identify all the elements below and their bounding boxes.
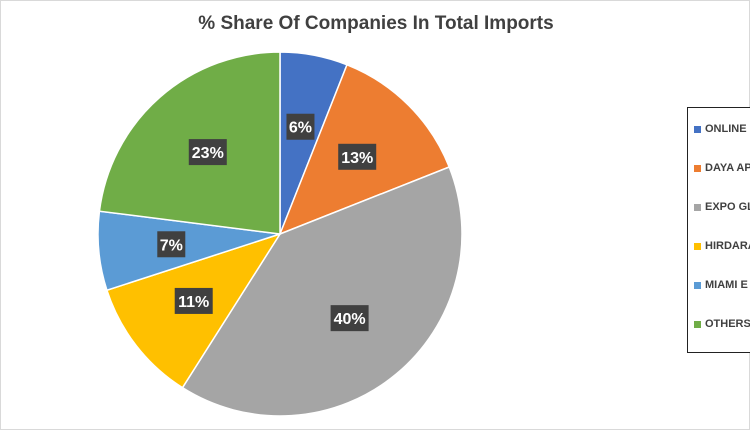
data-label-daya-ap: 13%: [338, 143, 377, 170]
pie-slice-expo-gl: [181, 166, 463, 417]
legend-item-others: OTHERS: [694, 317, 750, 331]
data-label-box: [286, 113, 315, 140]
legend-swatch: [694, 281, 701, 289]
legend-label: DAYA AP: [705, 162, 750, 174]
data-label-online: 6%: [286, 113, 315, 140]
legend-swatch: [694, 320, 701, 328]
legend-swatch: [694, 203, 701, 211]
data-label-miami-e: 7%: [157, 231, 186, 258]
legend-swatch: [694, 242, 701, 250]
legend-label: EXPO GL: [705, 201, 750, 213]
legend-label: MIAMI E: [705, 279, 748, 291]
data-label-expo-gl: 40%: [330, 305, 369, 332]
data-label-box: [330, 305, 369, 332]
legend-item-miami-e: MIAMI E: [694, 278, 748, 292]
data-label-others: 23%: [188, 139, 227, 166]
legend-swatch: [694, 164, 701, 172]
data-label-text: 23%: [192, 145, 224, 162]
legend-label: OTHERS: [705, 318, 750, 330]
data-label-text: 6%: [289, 120, 312, 137]
legend-item-hirdara: HIRDARA: [694, 239, 750, 253]
legend-label: ONLINE: [705, 123, 747, 135]
legend-label: HIRDARA: [705, 240, 750, 252]
data-label-hirdara: 11%: [174, 287, 213, 314]
data-label-box: [188, 139, 227, 166]
chart-legend: ONLINE DAYA AP EXPO GL HIRDARA MIAMI E OTHERS: [687, 107, 750, 353]
legend-item-expo-gl: EXPO GL: [694, 200, 750, 214]
data-label-text: 40%: [334, 311, 366, 328]
data-label-text: 13%: [341, 150, 373, 167]
data-label-text: 7%: [160, 237, 183, 254]
data-label-text: 11%: [178, 294, 209, 311]
data-label-box: [157, 231, 186, 258]
legend-item-daya-ap: DAYA AP: [694, 161, 750, 175]
legend-swatch: [694, 125, 701, 133]
data-label-box: [338, 143, 377, 170]
data-label-box: [174, 287, 213, 314]
legend-item-online: ONLINE: [694, 122, 747, 136]
chart-title: % Share Of Companies In Total Imports: [198, 13, 554, 34]
